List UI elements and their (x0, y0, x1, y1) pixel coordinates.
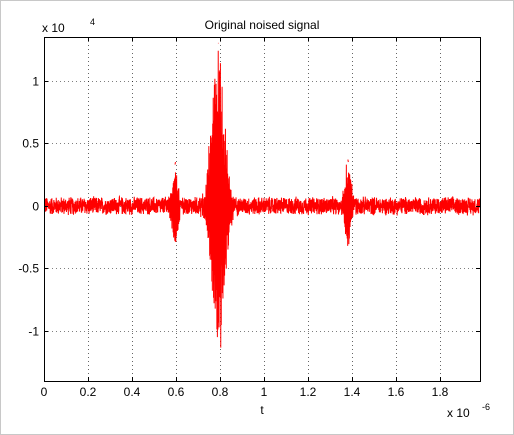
x-tick-label: 0.6 (168, 385, 185, 399)
x-tick-label: 0.8 (212, 385, 229, 399)
x-tick-label: 1.6 (388, 385, 405, 399)
x-multiplier-exponent: -6 (482, 402, 490, 412)
x-multiplier: x 10 (447, 406, 470, 420)
series-line (44, 42, 480, 348)
y-tick-label: 1 (32, 75, 39, 89)
x-tick-label: 0.2 (80, 385, 97, 399)
y-multiplier-exponent: 4 (90, 17, 95, 27)
y-tick-label: -1 (28, 325, 39, 339)
y-multiplier: x 10 (42, 21, 65, 35)
x-tick-label: 1 (261, 385, 268, 399)
chart-title: Original noised signal (205, 18, 320, 32)
x-axis-label: t (260, 403, 264, 417)
y-tick-label: 0.5 (22, 137, 39, 151)
tick-labels: 0 0.2 0.4 0.6 0.8 1 1.2 1.4 1.6 1.8 -1 -0.5 0 0.5 1 (18, 75, 448, 400)
x-tick-label: 1.8 (432, 385, 449, 399)
x-tick-label: 0 (41, 385, 48, 399)
y-tick-label: 0 (32, 200, 39, 214)
plot-area (44, 42, 480, 348)
ticks (44, 37, 480, 381)
x-tick-label: 1.2 (300, 385, 317, 399)
axes-frame (44, 37, 481, 382)
x-tick-label: 0.4 (124, 385, 141, 399)
x-tick-label: 1.4 (344, 385, 361, 399)
y-tick-label: -0.5 (18, 262, 39, 276)
